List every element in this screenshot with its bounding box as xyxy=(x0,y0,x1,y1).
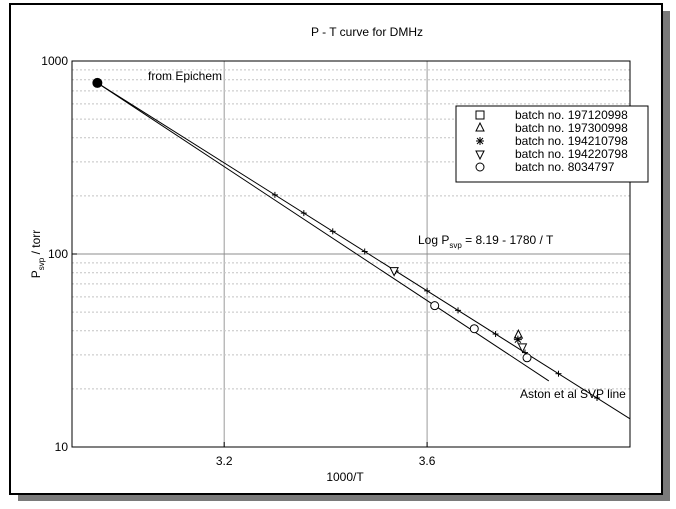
legend-entry: batch no. 197300998 xyxy=(515,121,628,135)
y-axis-label: Psvp / torr xyxy=(29,230,46,278)
fit-label-main: Log P xyxy=(418,233,449,247)
data-point-triangle-up xyxy=(513,328,524,339)
legend-entry: batch no. 8034797 xyxy=(515,160,615,174)
legend-marker-triangle-up xyxy=(475,121,485,132)
y-tick-label: 100 xyxy=(48,247,68,261)
y-axis-ticks: 10 100 1000 xyxy=(41,54,77,454)
epichem-label: from Epichem xyxy=(148,69,222,83)
asterisk-stroke xyxy=(476,137,484,145)
x-axis-label: 1000/T xyxy=(326,470,364,484)
aston-svp-line xyxy=(97,82,631,420)
y-tick-label: 1000 xyxy=(41,54,68,68)
data-point-circle xyxy=(469,324,479,334)
y-axis-label-main: P xyxy=(29,270,43,278)
data-point-triangle-down xyxy=(389,267,399,277)
aston-line-label: Aston et al SVP line xyxy=(520,387,626,401)
legend-entry: batch no. 194220798 xyxy=(515,147,628,161)
y-axis-label-sub: svp xyxy=(37,257,46,270)
asterisk-stroke xyxy=(514,336,522,343)
data-point-circle xyxy=(522,353,532,363)
legend-box xyxy=(455,105,649,183)
fit-label-tail: = 8.19 - 1780 / T xyxy=(462,233,554,247)
data-point-triangle-down xyxy=(517,343,528,354)
fit-equation-label: Log Psvp = 8.19 - 1780 / T xyxy=(418,233,554,250)
chart-frame xyxy=(9,3,663,495)
legend-marker-circle xyxy=(475,162,485,172)
legend-marker-square xyxy=(475,110,485,120)
x-axis-ticks: 3.2 3.6 xyxy=(216,442,436,468)
x-tick-label: 3.6 xyxy=(419,454,436,468)
data-point-asterisk xyxy=(513,335,522,344)
y-axis-label-tail: / torr xyxy=(29,230,43,258)
data-point-circle xyxy=(430,301,440,311)
epichem-point xyxy=(92,77,103,88)
legend-marker-asterisk xyxy=(476,137,484,145)
legend-entry: batch no. 194210798 xyxy=(515,134,628,148)
x-tick-label: 3.2 xyxy=(216,454,233,468)
data-points xyxy=(92,77,532,363)
y-tick-label: 10 xyxy=(55,440,69,454)
chart-title: P - T curve for DMHz xyxy=(311,25,423,39)
fit-label-sub: svp xyxy=(449,241,462,250)
legend-entry: batch no. 197120998 xyxy=(515,108,628,122)
legend-marker-triangle-down xyxy=(475,150,485,161)
